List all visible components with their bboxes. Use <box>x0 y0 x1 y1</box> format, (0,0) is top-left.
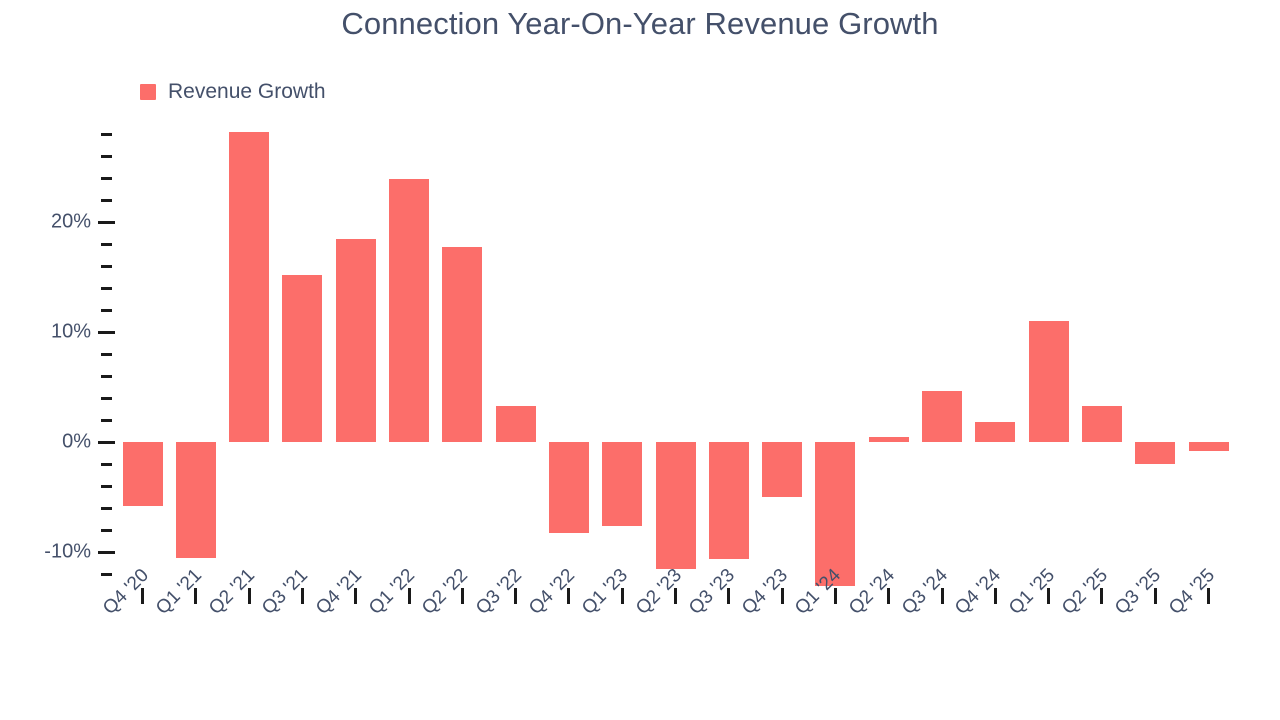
bar[interactable] <box>1188 442 1229 451</box>
x-axis-label: Q4 '23 <box>738 564 793 619</box>
x-axis-label: Q1 '22 <box>365 564 420 619</box>
x-axis-label: Q2 '22 <box>418 564 473 619</box>
x-axis-label: Q2 '23 <box>631 564 686 619</box>
y-axis-minor-tick <box>101 374 112 378</box>
x-axis-tick <box>780 588 784 604</box>
bar[interactable] <box>495 405 536 442</box>
bar[interactable] <box>655 442 696 569</box>
bar[interactable] <box>868 436 909 442</box>
y-axis-minor-tick <box>101 154 112 158</box>
y-axis-minor-tick <box>101 242 112 246</box>
x-axis-tick <box>247 588 251 604</box>
y-axis-tick <box>98 440 115 444</box>
y-axis-minor-tick <box>101 418 112 422</box>
x-axis-label: Q1 '23 <box>578 564 633 619</box>
x-axis-tick <box>194 588 198 604</box>
y-axis-minor-tick <box>101 572 112 576</box>
x-axis-tick <box>141 588 144 604</box>
x-axis-tick <box>674 588 677 604</box>
x-axis-tick <box>460 588 464 604</box>
bar[interactable] <box>282 274 323 442</box>
y-axis-minor-tick <box>101 176 112 180</box>
bar[interactable] <box>442 247 483 442</box>
y-axis-minor-tick <box>101 132 112 136</box>
x-axis-tick <box>300 588 304 604</box>
legend-label-revenue-growth: Revenue Growth <box>168 80 326 103</box>
x-axis-tick <box>1153 588 1157 604</box>
x-axis-label: Q4 '21 <box>311 564 366 619</box>
x-axis-label: Q3 '21 <box>258 564 313 619</box>
y-axis-minor-tick <box>101 484 112 488</box>
y-axis-minor-tick <box>101 528 112 532</box>
x-axis-tick <box>727 588 731 604</box>
bar[interactable] <box>1135 442 1176 464</box>
bar[interactable] <box>548 442 589 534</box>
y-axis-minor-tick <box>101 308 112 312</box>
legend-swatch-revenue-growth <box>140 84 156 100</box>
x-axis-label: Q4 '22 <box>524 564 579 619</box>
x-axis-label: Q3 '24 <box>898 564 953 619</box>
bar[interactable] <box>229 131 270 442</box>
y-axis-minor-tick <box>101 462 112 466</box>
chart-legend: Revenue Growth <box>140 80 326 104</box>
y-axis-minor-tick <box>101 264 112 268</box>
y-axis-label: 10% <box>50 320 91 343</box>
y-axis-minor-tick <box>101 286 112 290</box>
x-axis-label: Q4 '24 <box>951 564 1006 619</box>
bar[interactable] <box>815 442 856 587</box>
bar[interactable] <box>708 442 749 559</box>
bar[interactable] <box>175 442 216 558</box>
y-axis-label: 0% <box>62 430 91 453</box>
bar[interactable] <box>922 391 962 442</box>
y-axis-tick <box>98 330 115 334</box>
y-axis-label: -10% <box>44 540 91 563</box>
x-axis-tick <box>354 588 358 604</box>
bar[interactable] <box>1081 405 1122 442</box>
x-axis-tick <box>567 588 571 604</box>
x-axis-label: Q3 '25 <box>1111 564 1166 619</box>
x-axis-label: Q1 '25 <box>1004 564 1059 619</box>
x-axis-tick <box>887 588 891 604</box>
y-axis-minor-tick <box>101 506 112 510</box>
bar[interactable] <box>975 422 1016 442</box>
bar[interactable] <box>389 179 429 442</box>
x-axis-tick <box>514 588 518 604</box>
x-axis-tick <box>407 588 411 604</box>
y-axis-minor-tick <box>101 396 112 400</box>
page-title: Connection Year-On-Year Revenue Growth <box>341 6 939 41</box>
x-axis-tick <box>1100 588 1104 604</box>
x-axis-label: Q4 '25 <box>1164 564 1219 619</box>
x-axis-label: Q1 '21 <box>151 564 206 619</box>
x-axis-tick <box>620 588 624 604</box>
y-axis-label: 20% <box>50 210 91 233</box>
y-axis-tick <box>98 550 115 554</box>
x-axis-tick <box>993 588 997 604</box>
bar[interactable] <box>602 442 643 526</box>
bar[interactable] <box>1028 321 1069 442</box>
x-axis-label: Q3 '23 <box>684 564 739 619</box>
y-axis-minor-tick <box>101 198 112 202</box>
x-axis-label: Q2 '25 <box>1057 564 1112 619</box>
x-axis-tick <box>940 588 944 604</box>
x-axis-label: Q2 '21 <box>205 564 260 619</box>
y-axis-minor-tick <box>101 352 112 356</box>
x-axis-tick <box>1207 588 1210 604</box>
x-axis-tick <box>1047 588 1051 604</box>
bar[interactable] <box>762 442 803 497</box>
x-axis-label: Q3 '22 <box>471 564 526 619</box>
bar[interactable] <box>335 238 376 442</box>
x-axis-tick <box>833 588 837 604</box>
bar[interactable] <box>122 442 163 506</box>
y-axis-tick <box>98 220 115 224</box>
